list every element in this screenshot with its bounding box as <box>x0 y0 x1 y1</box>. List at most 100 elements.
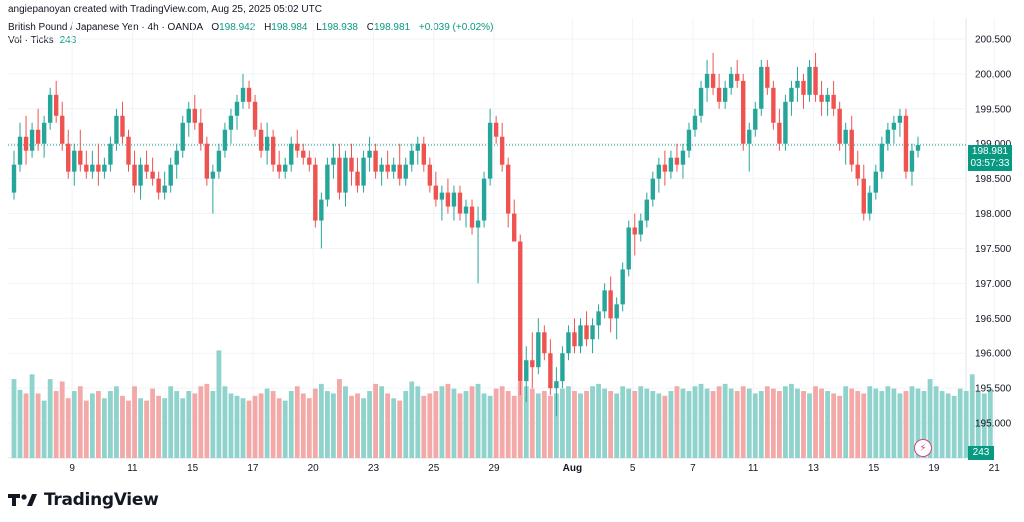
candle-body <box>78 150 83 165</box>
candle-body <box>560 353 565 382</box>
candle-body <box>753 108 758 130</box>
candle-body <box>451 192 457 207</box>
last-price-value: 198.981 <box>971 146 1009 157</box>
volume-bar <box>234 395 240 458</box>
price-chart[interactable]: 200.500 200.000 199.500 199.000 198.500 198.0… <box>0 0 1024 480</box>
volume-bar <box>505 391 511 458</box>
volume-bar <box>813 386 818 458</box>
volume-bar <box>837 395 843 458</box>
candle-body <box>903 115 909 172</box>
candle-body <box>349 157 354 172</box>
volume-bar <box>867 386 873 458</box>
volume-bar <box>752 393 758 458</box>
symbol-title[interactable]: British Pound / Japanese Yen · 4h · OAND… <box>8 22 203 33</box>
candle-body <box>825 94 830 102</box>
volume-bar <box>192 393 198 458</box>
volume-bar <box>337 379 342 458</box>
volume-bar <box>608 391 614 458</box>
candle-body <box>505 164 511 214</box>
volume-bar <box>535 393 541 458</box>
candle-body <box>771 87 776 123</box>
volume-bar <box>770 388 776 458</box>
candle-body <box>602 290 607 312</box>
volume-bar <box>843 386 849 458</box>
candle-body <box>813 66 818 95</box>
volume-bar <box>415 386 421 458</box>
candlesticks <box>11 52 921 417</box>
volume-bar <box>29 374 35 458</box>
candle-body <box>331 157 336 165</box>
volume-label[interactable]: Vol · Ticks <box>8 35 54 46</box>
volume-bar <box>590 386 595 458</box>
volume-value: 243 <box>59 35 77 46</box>
volume-bar <box>499 386 505 458</box>
volume-bar <box>216 350 222 458</box>
volume-bar <box>451 388 457 458</box>
volume-bar <box>138 398 143 458</box>
candle-body <box>391 164 396 172</box>
candle-body <box>801 80 806 95</box>
volume-bar <box>41 400 47 458</box>
volume-bar <box>819 388 824 458</box>
candle-body <box>150 171 155 179</box>
volume-bar <box>108 391 113 458</box>
volume-bar <box>674 386 680 458</box>
volume-bar <box>903 391 909 458</box>
time-tick-label: 15 <box>868 463 880 474</box>
candle-body <box>596 311 601 326</box>
volume-bar <box>361 398 366 458</box>
candle-body <box>849 129 854 165</box>
volume-bar <box>312 388 318 458</box>
candle-body <box>493 122 499 137</box>
lightning-icon[interactable]: ⚡ <box>914 439 932 457</box>
candle-body <box>96 164 101 172</box>
volume-bar <box>969 374 975 458</box>
candle-body <box>289 143 294 165</box>
candle-body <box>554 381 559 389</box>
price-tick-label: 195.000 <box>975 419 1012 430</box>
volume-bar <box>626 388 632 458</box>
volume-bar <box>89 393 95 458</box>
price-tick-label: 199.500 <box>975 104 1012 115</box>
volume-bar <box>493 388 499 458</box>
volume-bar <box>288 391 294 458</box>
volume-bar <box>704 388 710 458</box>
candle-body <box>53 94 59 116</box>
volume-bar <box>162 398 168 458</box>
candle-body <box>102 164 107 172</box>
candle-body <box>710 73 716 88</box>
symbol-legend: British Pound / Japanese Yen · 4h · OAND… <box>8 22 493 33</box>
volume-bar <box>734 391 740 458</box>
volume-bar <box>240 398 246 458</box>
candle-body <box>174 150 179 165</box>
candle-body <box>180 122 185 151</box>
candle-body <box>722 87 728 102</box>
volume-bar <box>481 393 487 458</box>
footer-brand: TradingView <box>44 490 159 510</box>
volume-bar <box>156 395 162 458</box>
candle-body <box>276 164 282 172</box>
candle-body <box>108 143 113 165</box>
open-label: O <box>211 22 220 33</box>
volume-bar <box>409 381 415 458</box>
volume-bar <box>102 398 107 458</box>
time-tick-label: 13 <box>808 463 820 474</box>
volume-bar <box>807 393 812 458</box>
volume-bar <box>939 391 945 458</box>
candle-body <box>487 122 493 179</box>
time-tick-label: 29 <box>488 463 500 474</box>
volume-bar <box>385 393 391 458</box>
candle-body <box>367 150 372 158</box>
candle-body <box>439 192 445 200</box>
candle-body <box>644 199 649 221</box>
price-axis: 200.500 200.000 199.500 199.000 198.500 198.0… <box>975 34 1012 429</box>
candle-body <box>252 101 258 130</box>
bar-countdown: 03:57:33 <box>970 158 1010 169</box>
candle-body <box>186 108 191 123</box>
volume-bar <box>885 386 891 458</box>
volume-bar <box>578 393 583 458</box>
candle-body <box>542 332 547 354</box>
candle-body <box>168 164 173 186</box>
time-tick-label: 17 <box>247 463 259 474</box>
candle-body <box>909 150 915 172</box>
